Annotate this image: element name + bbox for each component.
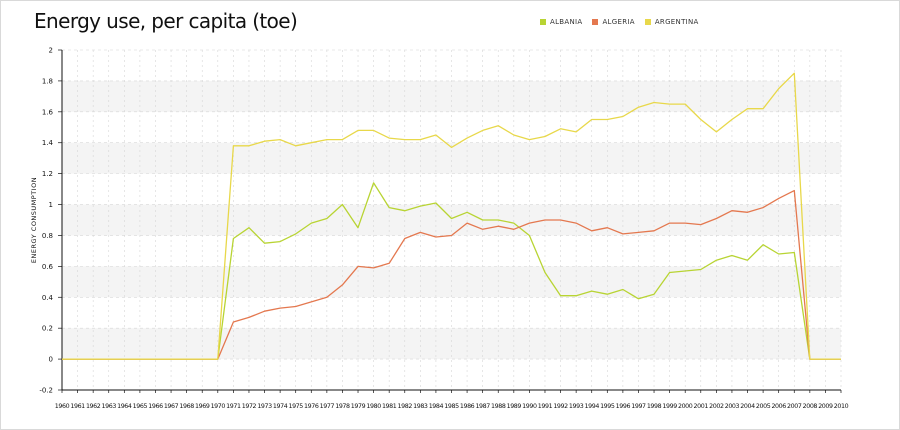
x-tick-label: 1969 bbox=[195, 403, 210, 410]
series-line-argentina bbox=[62, 72, 841, 360]
plot-band bbox=[62, 328, 841, 360]
x-tick-label: 1983 bbox=[413, 403, 428, 410]
x-tick-label: 2007 bbox=[787, 403, 802, 410]
x-tick-label: 1999 bbox=[662, 403, 677, 410]
x-tick-label: 1962 bbox=[86, 403, 101, 410]
legend-item-albania[interactable]: ALBANIA bbox=[540, 18, 582, 26]
x-tick-label: 1991 bbox=[538, 403, 553, 410]
legend-item-argentina[interactable]: ARGENTINA bbox=[644, 18, 699, 26]
x-tick-label: 1971 bbox=[226, 403, 241, 410]
legend-swatch-argentina bbox=[644, 19, 651, 25]
x-tick-label: 1977 bbox=[320, 403, 335, 410]
x-tick-label: 2009 bbox=[818, 403, 833, 410]
legend-label-algeria: ALGERIA bbox=[602, 18, 635, 26]
legend-swatch-algeria bbox=[592, 19, 599, 25]
y-tick-label: -0.2 bbox=[39, 387, 53, 395]
series-lines bbox=[62, 72, 841, 360]
legend-item-algeria[interactable]: ALGERIA bbox=[592, 18, 635, 26]
y-tick-label: 1.8 bbox=[42, 77, 53, 85]
legend-label-argentina: ARGENTINA bbox=[654, 18, 699, 26]
x-tick-label: 2003 bbox=[725, 403, 740, 410]
y-tick-label: 0 bbox=[49, 356, 53, 364]
x-tick-label: 2000 bbox=[678, 403, 693, 410]
x-tick-label: 1960 bbox=[55, 403, 70, 410]
axes bbox=[58, 49, 842, 393]
x-tick-label: 1974 bbox=[273, 403, 288, 410]
x-tick-label: 1982 bbox=[398, 403, 413, 410]
x-tick-label: 1975 bbox=[288, 403, 303, 410]
x-tick-label: 1979 bbox=[351, 403, 366, 410]
x-tick-label: 1996 bbox=[616, 403, 631, 410]
legend: ALBANIA ALGERIA ARGENTINA bbox=[540, 18, 699, 26]
x-tick-label: 1966 bbox=[148, 403, 163, 410]
x-tick-label: 1995 bbox=[600, 403, 615, 410]
y-tick-label: 0.6 bbox=[42, 263, 54, 271]
x-tick-label: 2004 bbox=[740, 403, 755, 410]
x-tick-label: 1980 bbox=[366, 403, 381, 410]
legend-label-albania: ALBANIA bbox=[550, 18, 583, 26]
x-tick-label: 1978 bbox=[335, 403, 350, 410]
x-tick-label: 1993 bbox=[569, 403, 584, 410]
x-tick-label: 1973 bbox=[257, 403, 272, 410]
x-tick-label: 1970 bbox=[211, 403, 226, 410]
chart-title: Energy use, per capita (toe) bbox=[34, 9, 298, 33]
x-tick-label: 1997 bbox=[631, 403, 646, 410]
x-tick-label: 1964 bbox=[117, 403, 132, 410]
y-tick-label: 1.4 bbox=[42, 139, 54, 147]
x-tick-label: 1967 bbox=[164, 403, 179, 410]
tick-labels: 1960 1961 1962 1963 1964 1965 1966 1967 1968 1969… bbox=[39, 47, 849, 411]
y-tick-label: 1 bbox=[49, 201, 53, 209]
x-tick-label: 2002 bbox=[709, 403, 724, 410]
x-tick-label: 1990 bbox=[522, 403, 537, 410]
x-tick-label: 1986 bbox=[460, 403, 475, 410]
x-tick-label: 1994 bbox=[585, 403, 600, 410]
legend-swatch-albania bbox=[540, 19, 546, 25]
x-tick-label: 1981 bbox=[382, 403, 397, 410]
x-tick-label: 1992 bbox=[553, 403, 568, 410]
x-tick-label: 1998 bbox=[647, 403, 662, 410]
x-tick-label: 1965 bbox=[133, 403, 148, 410]
x-tick-label: 2005 bbox=[756, 403, 771, 410]
x-tick-label: 1987 bbox=[475, 403, 490, 410]
x-tick-label: 1972 bbox=[242, 403, 257, 410]
x-tick-label: 1968 bbox=[179, 403, 194, 410]
y-tick-label: 0.8 bbox=[42, 232, 53, 240]
y-tick-label: 0.4 bbox=[42, 294, 54, 302]
x-tick-label: 1961 bbox=[70, 403, 85, 410]
x-tick-label: 2008 bbox=[803, 403, 818, 410]
x-tick-label: 1985 bbox=[444, 403, 459, 410]
y-tick-label: 1.2 bbox=[42, 170, 53, 178]
y-tick-label: 1.6 bbox=[42, 108, 54, 116]
x-tick-label: 2010 bbox=[834, 403, 849, 410]
y-axis-label: ENERGY CONSUMPTION bbox=[30, 177, 38, 263]
x-tick-label: 2006 bbox=[771, 403, 786, 410]
x-tick-label: 1963 bbox=[102, 403, 117, 410]
x-tick-label: 1984 bbox=[429, 403, 444, 410]
x-tick-label: 1976 bbox=[304, 403, 319, 410]
x-tick-label: 1988 bbox=[491, 403, 506, 410]
x-tick-label: 1989 bbox=[507, 403, 522, 410]
y-tick-label: 2 bbox=[49, 47, 53, 55]
x-tick-label: 2001 bbox=[694, 403, 709, 410]
y-tick-label: 0.2 bbox=[42, 325, 53, 333]
